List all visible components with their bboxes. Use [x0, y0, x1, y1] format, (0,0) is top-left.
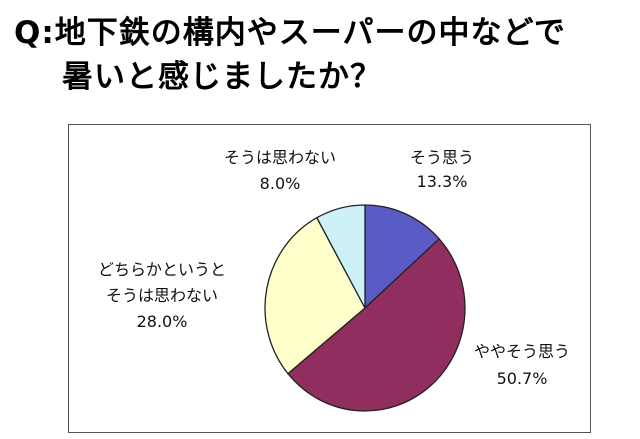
slice-label-souwa-omowanai: そうは思わない [224, 148, 336, 167]
pie-slice-yaya-sou-omou [287, 237, 466, 412]
chart-title-line-1: Q:地下鉄の構内やスーパーの中などで [14, 15, 566, 51]
pie-slice-sou-omou [364, 204, 441, 310]
chart-title-line-2: 暑いと感じましたか？ [62, 59, 382, 95]
slice-value-sou-omou: 13.3% [417, 172, 468, 191]
slice-label-sou-omou: そう思う [410, 148, 474, 167]
pie-slice-dochiraka [264, 216, 366, 375]
slice-value-souwa-omowanai: 8.0% [260, 174, 301, 193]
slice-label-dochiraka-line-1: どちらかというと [98, 260, 226, 279]
slice-label-yaya-sou-omou: ややそう思う [474, 342, 570, 361]
pie-slice-souwa-omowanai [315, 204, 366, 309]
slice-value-dochiraka: 28.0% [137, 312, 188, 331]
slice-value-yaya-sou-omou: 50.7% [497, 369, 548, 388]
slice-labels: そう思う 13.3% ややそう思う 50.7% どちらかというと そうは思わない… [98, 148, 570, 388]
pie-slices [264, 204, 466, 412]
slice-label-dochiraka-line-2: そうは思わない [106, 286, 218, 305]
